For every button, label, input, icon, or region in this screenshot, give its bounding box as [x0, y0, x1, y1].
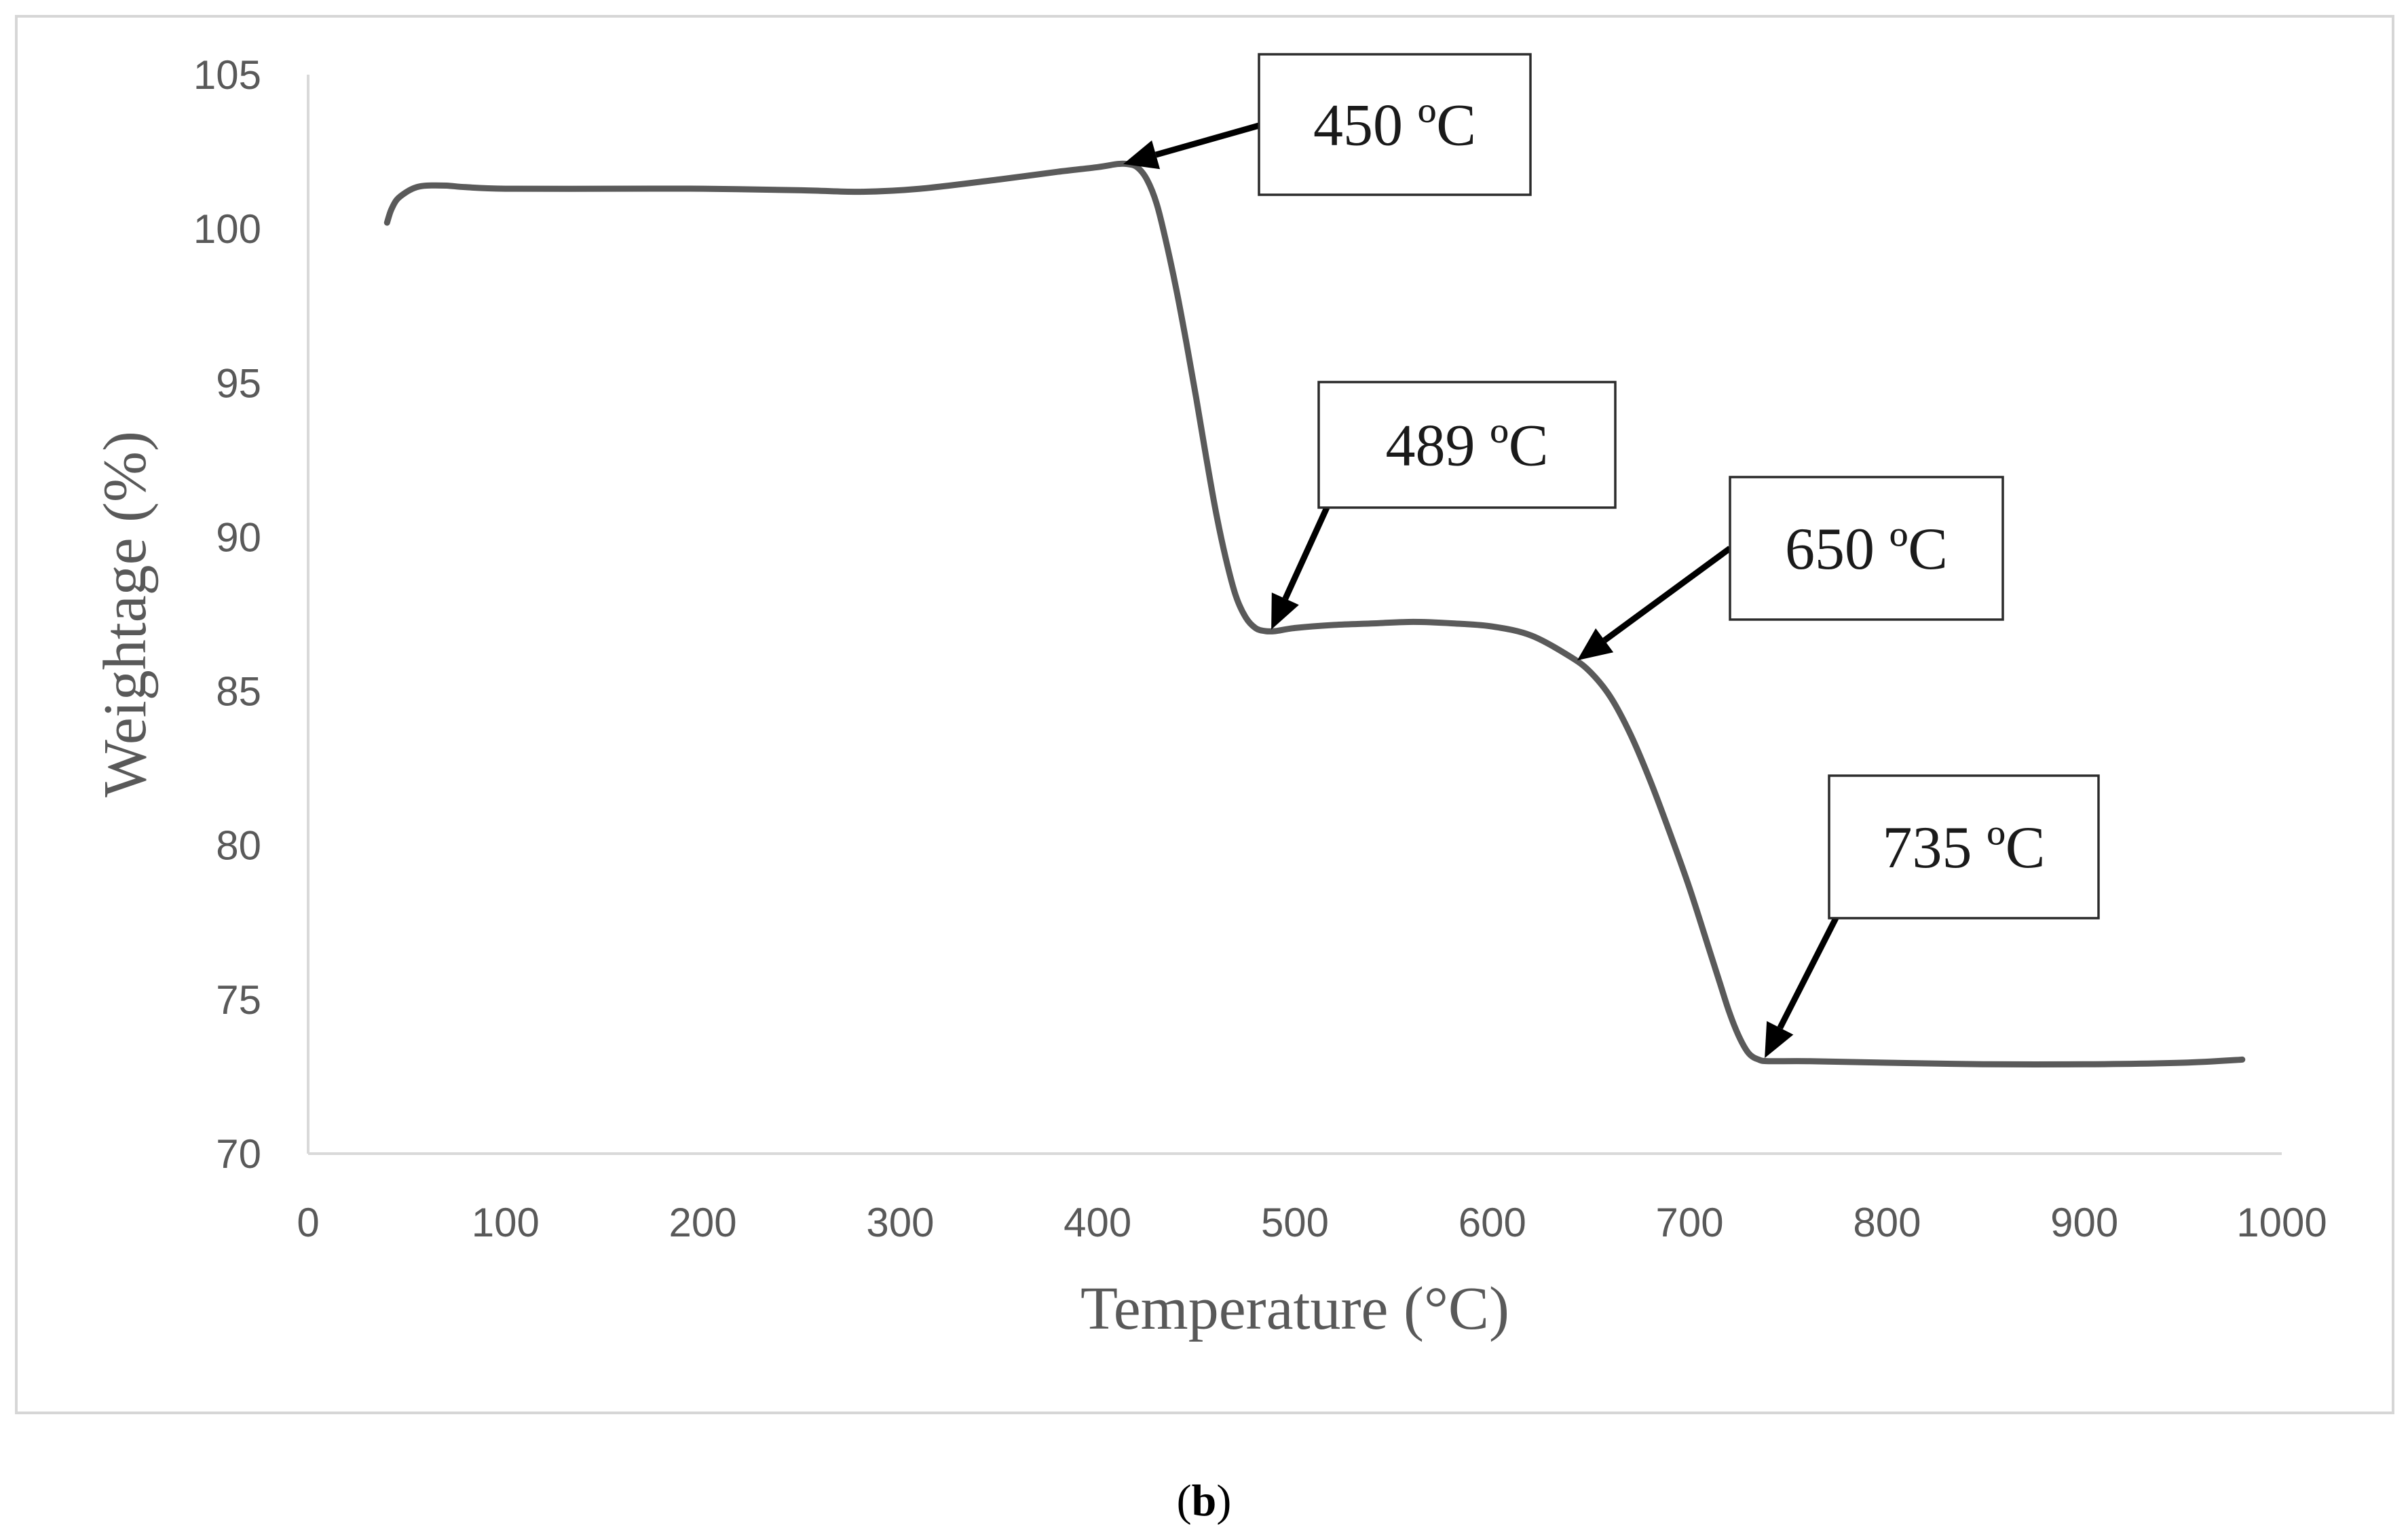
annotation-callout: 489 ºC [1271, 381, 1617, 630]
annotation-box [1258, 53, 1532, 196]
annotation-arrow [1602, 546, 1732, 643]
annotation-arrowhead [1123, 140, 1161, 170]
annotation-label: 450 ºC [1313, 93, 1476, 159]
y-tick-label: 105 [193, 52, 261, 98]
x-tick-label: 300 [866, 1200, 934, 1245]
annotation-arrow [1154, 122, 1260, 158]
y-tick-labels: 70 75 80 85 90 95 100 105 [193, 52, 261, 1177]
y-tick-label: 70 [216, 1131, 261, 1177]
figure-caption: (b) [1177, 1476, 1232, 1526]
annotation-label: 489 ºC [1386, 413, 1549, 479]
y-tick-label: 75 [216, 977, 261, 1023]
chart-frame [15, 15, 2394, 1414]
x-tick-labels: 0 100 200 300 400 500 600 700 800 900 1000 [297, 1200, 2327, 1245]
caption-close: ) [1216, 1476, 1231, 1526]
caption-letter: b [1192, 1476, 1217, 1526]
annotation-label: 735 ºC [1883, 815, 2046, 881]
y-tick-label: 80 [216, 823, 261, 869]
annotation-callout: 450 ºC [1123, 53, 1532, 196]
x-axis-title: Temperature (°C) [1080, 1275, 1509, 1342]
y-tick-label: 85 [216, 669, 261, 715]
annotation-callout: 735 ºC [1765, 774, 2100, 1059]
x-tick-label: 100 [472, 1200, 540, 1245]
caption-open: ( [1177, 1476, 1192, 1526]
annotations: 450 ºC 489 ºC 650 ºC 735 ºC [1123, 53, 2100, 1059]
annotation-arrowhead [1577, 628, 1614, 661]
annotation-arrowhead [1271, 592, 1299, 630]
x-tick-label: 600 [1459, 1200, 1526, 1245]
annotation-box [1729, 476, 2004, 621]
x-tick-label: 0 [297, 1200, 319, 1245]
x-tick-label: 800 [1853, 1200, 1921, 1245]
annotation-arrow [1282, 506, 1330, 601]
annotation-arrow [1777, 916, 1839, 1029]
annotation-box [1828, 774, 2100, 920]
x-tick-label: 200 [669, 1200, 737, 1245]
y-axis-title: Weightage (%) [92, 431, 159, 797]
x-tick-label: 500 [1261, 1200, 1329, 1245]
x-tick-label: 400 [1064, 1200, 1131, 1245]
y-tick-label: 100 [193, 206, 261, 252]
x-tick-label: 900 [2050, 1200, 2118, 1245]
annotation-arrowhead [1765, 1021, 1794, 1059]
annotation-callout: 650 ºC [1577, 476, 2004, 661]
weight-curve-line [383, 160, 2246, 1068]
y-tick-label: 90 [216, 514, 261, 560]
annotation-box [1317, 381, 1617, 509]
x-tick-label: 700 [1656, 1200, 1724, 1245]
y-tick-label: 95 [216, 360, 261, 406]
x-tick-label: 1000 [2236, 1200, 2327, 1245]
annotation-label: 650 ºC [1785, 516, 1948, 582]
